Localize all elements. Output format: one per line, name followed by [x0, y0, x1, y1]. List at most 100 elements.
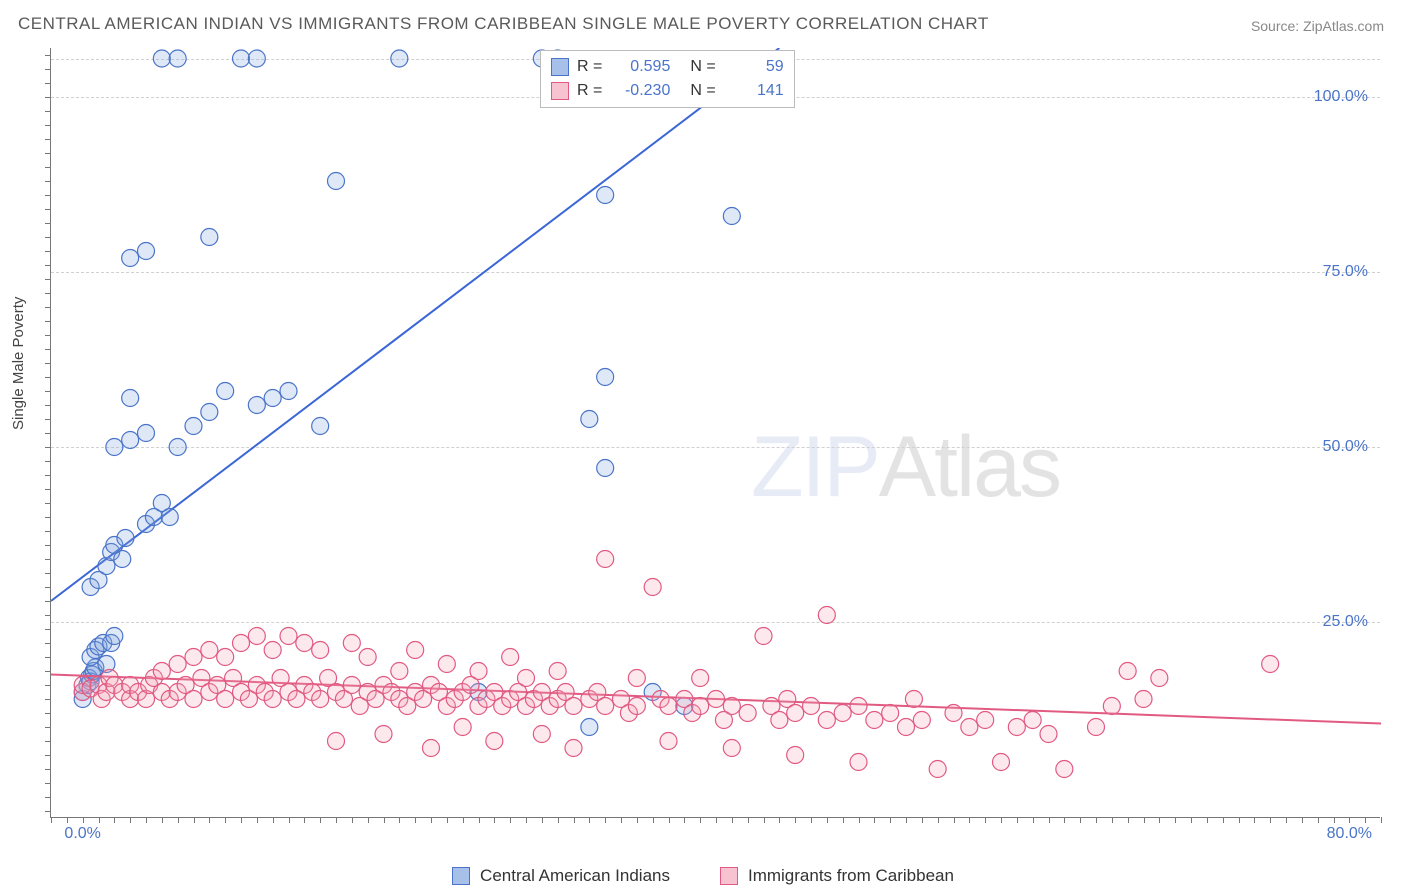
data-point — [597, 460, 614, 477]
data-point — [312, 691, 329, 708]
data-point — [597, 551, 614, 568]
data-point — [723, 698, 740, 715]
data-point — [233, 635, 250, 652]
x-tick — [1381, 817, 1382, 823]
data-point — [248, 397, 265, 414]
series-legend: Central American Indians Immigrants from … — [0, 866, 1406, 886]
data-point — [391, 50, 408, 67]
data-point — [438, 656, 455, 673]
data-point — [961, 719, 978, 736]
data-point — [153, 663, 170, 680]
data-point — [993, 754, 1010, 771]
data-point — [660, 698, 677, 715]
data-point — [692, 670, 709, 687]
data-point — [359, 649, 376, 666]
data-point — [533, 726, 550, 743]
legend-n-label: N = — [690, 82, 715, 100]
data-point — [850, 754, 867, 771]
data-point — [1056, 761, 1073, 778]
data-point — [201, 404, 218, 421]
data-point — [565, 740, 582, 757]
data-point — [169, 50, 186, 67]
data-point — [977, 712, 994, 729]
legend-n-label: N = — [690, 58, 715, 76]
data-point — [280, 628, 297, 645]
legend-n-value: 59 — [724, 58, 784, 76]
data-point — [834, 705, 851, 722]
data-point — [739, 705, 756, 722]
data-point — [913, 712, 930, 729]
data-point — [818, 712, 835, 729]
data-point — [391, 663, 408, 680]
source-attribution: Source: ZipAtlas.com — [1251, 18, 1384, 34]
data-point — [486, 733, 503, 750]
y-axis-label: Single Male Poverty — [10, 297, 27, 430]
data-point — [1024, 712, 1041, 729]
data-point — [1088, 719, 1105, 736]
data-point — [185, 418, 202, 435]
data-point — [264, 691, 281, 708]
data-point — [296, 635, 313, 652]
data-point — [122, 432, 139, 449]
data-point — [248, 50, 265, 67]
data-point — [343, 635, 360, 652]
legend-r-value: 0.595 — [610, 58, 670, 76]
data-point — [518, 670, 535, 687]
data-point — [407, 642, 424, 659]
data-point — [153, 50, 170, 67]
data-point — [898, 719, 915, 736]
data-point — [169, 656, 186, 673]
legend-row: R = 0.595 N = 59 — [551, 55, 784, 79]
scatter-plot: ZIPAtlas 25.0%50.0%75.0%100.0%0.0%80.0% — [50, 48, 1380, 818]
data-point — [905, 691, 922, 708]
data-point — [597, 187, 614, 204]
data-point — [929, 761, 946, 778]
data-point — [264, 642, 281, 659]
data-point — [597, 698, 614, 715]
data-point — [644, 579, 661, 596]
legend-r-label: R = — [577, 58, 602, 76]
data-point — [106, 439, 123, 456]
data-point — [122, 250, 139, 267]
data-point — [185, 649, 202, 666]
data-point — [264, 390, 281, 407]
data-point — [233, 50, 250, 67]
data-point — [882, 705, 899, 722]
data-point — [454, 719, 471, 736]
data-point — [1135, 691, 1152, 708]
plot-svg — [51, 48, 1381, 818]
data-point — [597, 369, 614, 386]
data-point — [502, 649, 519, 666]
data-point — [1119, 663, 1136, 680]
legend-n-value: 141 — [724, 82, 784, 100]
data-point — [117, 530, 134, 547]
data-point — [660, 733, 677, 750]
legend-item: Immigrants from Caribbean — [720, 866, 954, 886]
legend-swatch — [720, 867, 738, 885]
data-point — [787, 747, 804, 764]
chart-title: CENTRAL AMERICAN INDIAN VS IMMIGRANTS FR… — [18, 14, 989, 34]
legend-label: Central American Indians — [480, 866, 670, 886]
correlation-legend: R = 0.595 N = 59 R = -0.230 N = 141 — [540, 50, 795, 108]
legend-swatch — [551, 58, 569, 76]
data-point — [723, 740, 740, 757]
data-point — [280, 383, 297, 400]
data-point — [581, 719, 598, 736]
legend-label: Immigrants from Caribbean — [748, 866, 954, 886]
legend-r-value: -0.230 — [610, 82, 670, 100]
data-point — [328, 733, 345, 750]
data-point — [1040, 726, 1057, 743]
data-point — [755, 628, 772, 645]
legend-item: Central American Indians — [452, 866, 670, 886]
x-tick-label: 80.0% — [1327, 825, 1372, 843]
legend-swatch — [551, 82, 569, 100]
data-point — [201, 229, 218, 246]
legend-r-label: R = — [577, 82, 602, 100]
data-point — [945, 705, 962, 722]
data-point — [106, 628, 123, 645]
data-point — [628, 670, 645, 687]
data-point — [201, 642, 218, 659]
source-name: ZipAtlas.com — [1303, 18, 1384, 34]
data-point — [581, 411, 598, 428]
data-point — [866, 712, 883, 729]
